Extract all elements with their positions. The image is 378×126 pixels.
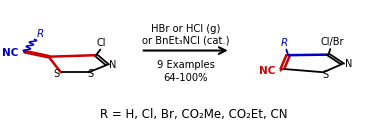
Text: Cl: Cl: [97, 38, 106, 48]
Text: R: R: [36, 29, 43, 39]
Text: NC: NC: [2, 48, 19, 58]
Text: Cl/Br: Cl/Br: [320, 37, 344, 47]
Text: R: R: [281, 38, 288, 48]
Text: N: N: [345, 59, 352, 69]
Text: NC: NC: [259, 66, 275, 76]
Text: or BnEt₃NCl (cat.): or BnEt₃NCl (cat.): [142, 36, 229, 46]
Text: S: S: [53, 69, 59, 79]
Text: 64-100%: 64-100%: [163, 73, 208, 83]
Text: S: S: [88, 69, 94, 79]
Text: HBr or HCl (g): HBr or HCl (g): [151, 24, 220, 34]
Text: R = H, Cl, Br, CO₂Me, CO₂Et, CN: R = H, Cl, Br, CO₂Me, CO₂Et, CN: [100, 108, 288, 121]
Text: N: N: [110, 59, 117, 70]
Text: S: S: [322, 70, 328, 80]
Text: 9 Examples: 9 Examples: [157, 60, 215, 70]
